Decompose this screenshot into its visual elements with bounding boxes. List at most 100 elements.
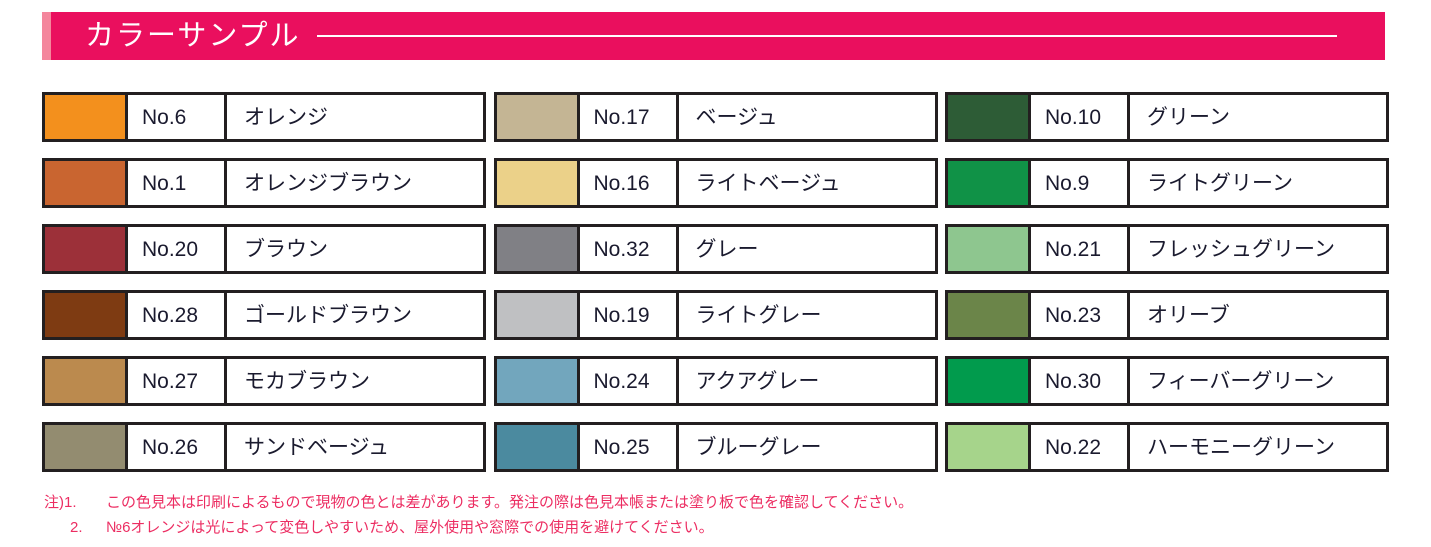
color-code-cell: No.17: [576, 95, 679, 139]
color-code-cell: No.30: [1028, 359, 1130, 403]
color-chip: [948, 227, 1028, 271]
color-chip: [496, 359, 577, 403]
color-name: ハーモニーグリーン: [1147, 435, 1335, 459]
banner-body: カラーサンプル: [51, 12, 1385, 60]
swatch-row[interactable]: No.19 ライトグレー: [493, 290, 938, 340]
color-code: No.19: [593, 303, 650, 327]
color-code-cell: No.6: [125, 95, 227, 139]
color-chip: [496, 293, 577, 337]
color-name: サンドベージュ: [244, 435, 390, 459]
color-code: No.6: [142, 105, 187, 129]
page-title: カラーサンプル: [85, 19, 301, 52]
color-name-cell: グリーン: [1130, 95, 1386, 139]
color-code-cell: No.23: [1028, 293, 1130, 337]
color-chip: [948, 161, 1028, 205]
swatch-row[interactable]: No.27 モカブラウン: [42, 356, 486, 406]
banner-divider-rule: [316, 35, 1337, 37]
color-code: No.10: [1045, 105, 1102, 129]
color-code: No.20: [142, 237, 199, 261]
swatch-row[interactable]: No.21 フレッシュグリーン: [945, 224, 1389, 274]
color-code-cell: No.25: [576, 425, 679, 469]
swatch-row[interactable]: No.6 オレンジ: [42, 92, 486, 142]
color-name-cell: ライトベージュ: [679, 161, 935, 205]
color-code: No.1: [142, 171, 187, 195]
color-code-cell: No.21: [1028, 227, 1130, 271]
color-name: アクアグレー: [695, 369, 820, 393]
color-code-cell: No.9: [1028, 161, 1130, 205]
color-chip: [948, 95, 1028, 139]
swatch-row[interactable]: No.26 サンドベージュ: [42, 422, 486, 472]
swatch-row[interactable]: No.32 グレー: [493, 224, 938, 274]
color-code: No.25: [593, 435, 650, 459]
color-code-cell: No.10: [1028, 95, 1130, 139]
color-code-cell: No.26: [125, 425, 227, 469]
color-chip: [45, 161, 125, 205]
color-name: グリーン: [1147, 105, 1230, 129]
swatch-row[interactable]: No.20 ブラウン: [42, 224, 486, 274]
color-name-cell: ライトグレー: [679, 293, 935, 337]
footnote-item: 2. №6オレンジは光によって変色しやすいため、屋外使用や窓際での使用を避けてく…: [44, 515, 1384, 540]
color-chip: [496, 227, 577, 271]
color-code-cell: No.19: [576, 293, 679, 337]
banner-accent-bar: [42, 12, 51, 60]
color-name: ゴールドブラウン: [244, 303, 412, 327]
color-name-cell: フレッシュグリーン: [1130, 227, 1386, 271]
color-code-cell: No.22: [1028, 425, 1130, 469]
footnote-text: この色見本は印刷によるもので現物の色とは差があります。発注の際は色見本帳または塗…: [106, 494, 914, 511]
color-chip: [496, 95, 577, 139]
color-name-cell: ブラウン: [227, 227, 483, 271]
color-chip: [45, 293, 125, 337]
color-name-cell: モカブラウン: [227, 359, 483, 403]
color-code-cell: No.20: [125, 227, 227, 271]
color-name-cell: サンドベージュ: [227, 425, 483, 469]
swatch-row[interactable]: No.1 オレンジブラウン: [42, 158, 486, 208]
swatch-row[interactable]: No.9 ライトグリーン: [945, 158, 1389, 208]
color-code: No.16: [593, 171, 650, 195]
color-code: No.32: [593, 237, 650, 261]
page-header-banner: カラーサンプル: [42, 12, 1385, 60]
color-code-cell: No.28: [125, 293, 227, 337]
color-code: No.27: [142, 369, 199, 393]
color-code-cell: No.27: [125, 359, 227, 403]
color-name-cell: フィーバーグリーン: [1130, 359, 1386, 403]
color-name: オレンジ: [244, 105, 328, 129]
color-code: No.23: [1045, 303, 1102, 327]
color-chip: [45, 359, 125, 403]
color-code: No.30: [1045, 369, 1102, 393]
swatch-row[interactable]: No.30 フィーバーグリーン: [945, 356, 1389, 406]
color-name-cell: グレー: [679, 227, 935, 271]
swatch-row[interactable]: No.16 ライトベージュ: [493, 158, 938, 208]
swatch-row[interactable]: No.17 ベージュ: [493, 92, 938, 142]
footnote-marker: 2.: [70, 519, 83, 536]
color-name: モカブラウン: [244, 369, 370, 393]
swatch-row[interactable]: No.24 アクアグレー: [493, 356, 938, 406]
color-name: オレンジブラウン: [244, 171, 412, 195]
color-chip: [496, 161, 577, 205]
color-name-cell: ゴールドブラウン: [227, 293, 483, 337]
swatch-row[interactable]: No.10 グリーン: [945, 92, 1389, 142]
color-code: No.21: [1045, 237, 1102, 261]
color-name-cell: ベージュ: [679, 95, 935, 139]
color-chip: [45, 95, 125, 139]
color-chip: [45, 227, 125, 271]
color-name: ブルーグレー: [695, 435, 822, 459]
color-chip: [948, 293, 1028, 337]
swatch-row[interactable]: No.28 ゴールドブラウン: [42, 290, 486, 340]
swatch-column-neutral: No.17 ベージュ No.16 ライトベージュ No.32 グレー: [493, 92, 938, 472]
color-name: ライトベージュ: [695, 171, 841, 195]
swatch-row[interactable]: No.22 ハーモニーグリーン: [945, 422, 1389, 472]
color-name-cell: アクアグレー: [679, 359, 935, 403]
color-name-cell: オレンジブラウン: [227, 161, 483, 205]
footnote-text: №6オレンジは光によって変色しやすいため、屋外使用や窓際での使用を避けてください…: [106, 519, 714, 536]
color-code: No.17: [593, 105, 650, 129]
swatch-row[interactable]: No.25 ブルーグレー: [493, 422, 938, 472]
swatch-row[interactable]: No.23 オリーブ: [945, 290, 1389, 340]
color-code: No.22: [1045, 435, 1102, 459]
color-code: No.28: [142, 303, 199, 327]
color-code-cell: No.32: [576, 227, 679, 271]
color-name-cell: オリーブ: [1130, 293, 1386, 337]
color-name-cell: オレンジ: [227, 95, 483, 139]
color-name: フィーバーグリーン: [1147, 369, 1335, 393]
footnote-marker: 注)1.: [44, 494, 77, 511]
color-name-cell: ライトグリーン: [1130, 161, 1386, 205]
